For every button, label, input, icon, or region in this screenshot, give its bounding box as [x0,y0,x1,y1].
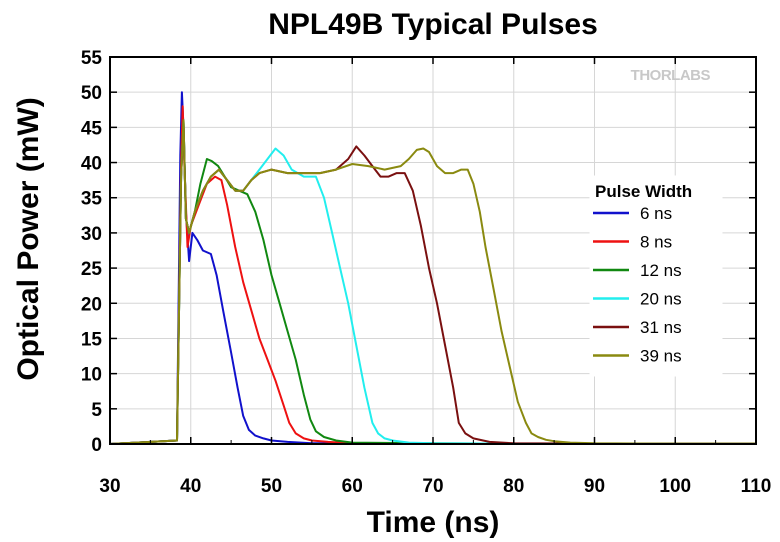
x-axis-label: Time (ns) [367,506,500,539]
legend-title: Pulse Width [595,182,692,201]
y-tick-label: 10 [81,365,102,386]
x-tick-label: 90 [584,476,605,497]
y-tick-label: 30 [81,224,102,245]
y-tick-label: 20 [81,294,102,315]
y-tick-label: 5 [91,400,102,421]
x-tick-label: 50 [261,476,282,497]
x-tick-label: 100 [659,476,691,497]
x-tick-label: 30 [99,476,120,497]
y-tick-label: 25 [81,259,103,280]
y-tick-label: 50 [81,83,102,104]
legend-label: 39 ns [640,347,682,366]
legend-background [589,175,723,377]
legend-label: 20 ns [640,290,682,309]
y-tick-label: 35 [81,189,103,210]
legend-label: 12 ns [640,261,682,280]
legend-label: 6 ns [640,204,672,223]
x-tick-label: 70 [422,476,443,497]
legend: Pulse Width 6 ns 8 ns 12 ns 20 ns 31 ns 39 ns [589,175,723,377]
y-tick-label: 55 [81,48,103,69]
y-tick-labels: 0 5 10 15 20 25 30 35 40 45 50 55 [81,48,103,456]
y-tick-label: 45 [81,118,103,139]
x-tick-label: 110 [741,476,772,497]
x-tick-label: 80 [503,476,524,497]
x-tick-labels: 30 40 50 60 70 80 90 100 110 [99,476,771,497]
series-line-39-ns [109,119,756,445]
x-tick-label: 40 [180,476,201,497]
x-tick-label: 60 [342,476,363,497]
y-tick-label: 0 [91,435,102,456]
y-tick-label: 15 [81,329,103,350]
y-axis-label: Optical Power (mW) [12,97,45,380]
axis-ticks [109,56,757,445]
legend-label: 8 ns [640,233,672,252]
y-tick-label: 40 [81,154,102,175]
thorlabs-watermark: THORLABS [631,67,711,84]
chart-title: NPL49B Typical Pulses [268,8,598,41]
legend-label: 31 ns [640,318,682,337]
